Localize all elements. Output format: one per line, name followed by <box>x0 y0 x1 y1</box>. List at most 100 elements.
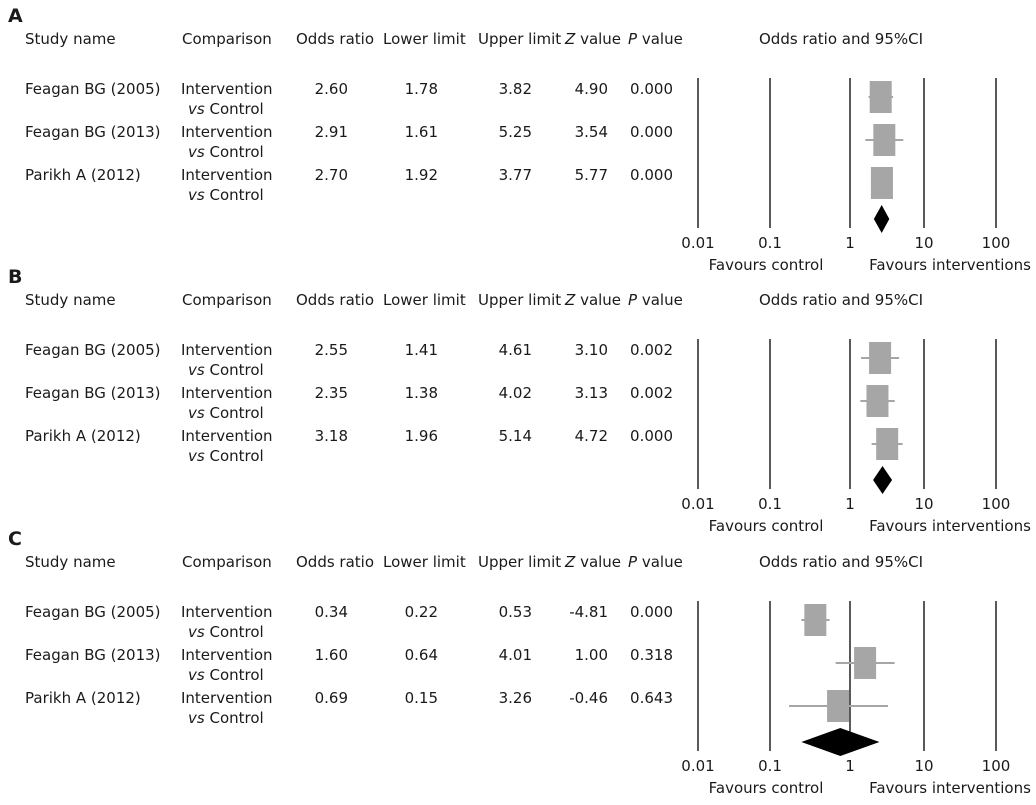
z-value: 3.10 <box>574 341 608 359</box>
forest-plot-svg: 0.01 0.1 1 10 100 Favours control Favours inte… <box>681 78 1031 274</box>
forest-panel-b: B Study name Comparison Odds ratio Lower lim… <box>0 266 1036 535</box>
favours-interventions-label: Favours interventions <box>869 256 1031 274</box>
pooled-diamond <box>801 728 880 756</box>
p-value: 0.002 <box>630 384 673 402</box>
upper-limit-value: 3.82 <box>498 80 532 98</box>
control-text: Control <box>209 447 264 465</box>
lower-limit-value: 1.92 <box>404 166 438 184</box>
x-tick-label: 10 <box>914 495 933 513</box>
comparison-line1: Intervention <box>181 384 273 402</box>
p-value-text: value <box>641 291 683 309</box>
comparison-line2: vs Control <box>188 100 264 118</box>
odds-ratio-value: 2.91 <box>314 123 348 141</box>
upper-limit-value: 4.61 <box>498 341 532 359</box>
study-name: Feagan BG (2013) <box>25 123 161 141</box>
effect-box <box>866 385 889 417</box>
odds-ratio-value: 1.60 <box>314 646 348 664</box>
control-text: Control <box>209 361 264 379</box>
study-name: Feagan BG (2005) <box>25 603 161 621</box>
p-value-header: P value <box>628 291 683 309</box>
lower-limit-value: 1.61 <box>404 123 438 141</box>
control-text: Control <box>209 709 264 727</box>
x-tick-label: 0.1 <box>758 495 782 513</box>
lower-limit-value: 0.64 <box>404 646 438 664</box>
favours-control-label: Favours control <box>709 517 824 535</box>
p-label: P <box>628 291 638 309</box>
x-tick-label: 1 <box>845 757 855 775</box>
control-text: Control <box>209 623 264 641</box>
odds-ratio-header: Odds ratio <box>296 553 375 571</box>
z-value: 4.72 <box>574 427 608 445</box>
comparison-line1: Intervention <box>181 80 273 98</box>
p-value: 0.000 <box>630 166 673 184</box>
comparison-line2: vs Control <box>188 361 264 379</box>
comparison-line2: vs Control <box>188 709 264 727</box>
x-tick-label: 0.1 <box>758 757 782 775</box>
x-tick-label: 0.01 <box>681 495 714 513</box>
z-label: Z <box>565 291 576 309</box>
effect-box <box>827 690 850 722</box>
comparison-line1: Intervention <box>181 427 273 445</box>
panel-label: B <box>8 266 23 288</box>
control-text: Control <box>209 404 264 422</box>
pooled-diamond <box>873 466 893 494</box>
study-header: Study name <box>25 553 116 571</box>
comparison-line1: Intervention <box>181 689 273 707</box>
z-label: Z <box>565 30 576 48</box>
control-text: Control <box>209 143 264 161</box>
control-text: Control <box>209 100 264 118</box>
p-value: 0.000 <box>630 427 673 445</box>
study-name: Feagan BG (2013) <box>25 646 161 664</box>
plot-header: Odds ratio and 95%CI <box>759 553 924 571</box>
p-label: P <box>628 30 638 48</box>
study-name: Feagan BG (2005) <box>25 80 161 98</box>
study-name: Parikh A (2012) <box>25 427 141 445</box>
z-value: 3.54 <box>574 123 608 141</box>
comparison-line1: Intervention <box>181 646 273 664</box>
lower-limit-value: 1.41 <box>404 341 438 359</box>
vs-text: vs <box>188 186 205 204</box>
upper-limit-header: Upper limit <box>478 291 562 309</box>
odds-ratio-value: 2.70 <box>314 166 348 184</box>
lower-limit-header: Lower limit <box>383 553 466 571</box>
plot-header: Odds ratio and 95%CI <box>759 291 924 309</box>
comparison-line2: vs Control <box>188 666 264 684</box>
favours-interventions-label: Favours interventions <box>869 517 1031 535</box>
study-name: Feagan BG (2013) <box>25 384 161 402</box>
control-text: Control <box>209 186 264 204</box>
comparison-header: Comparison <box>182 291 272 309</box>
upper-limit-value: 4.02 <box>498 384 532 402</box>
effect-box <box>870 167 893 199</box>
z-value-header: Z value <box>565 30 621 48</box>
upper-limit-value: 3.77 <box>498 166 532 184</box>
vs-text: vs <box>188 361 205 379</box>
forest-panel-a: A Study name Comparison Odds ratio Lower lim… <box>0 5 1036 274</box>
study-header: Study name <box>25 30 116 48</box>
odds-ratio-value: 2.60 <box>314 80 348 98</box>
lower-limit-value: 1.38 <box>404 384 438 402</box>
panel-label: A <box>8 5 23 27</box>
vs-text: vs <box>188 143 205 161</box>
x-tick-label: 0.1 <box>758 234 782 252</box>
upper-limit-header: Upper limit <box>478 553 562 571</box>
z-value-header: Z value <box>565 291 621 309</box>
odds-ratio-value: 3.18 <box>314 427 348 445</box>
odds-ratio-value: 0.69 <box>314 689 348 707</box>
favours-control-label: Favours control <box>709 256 824 274</box>
vs-text: vs <box>188 404 205 422</box>
effect-box <box>854 647 877 679</box>
effect-box <box>869 342 892 374</box>
z-value: 4.90 <box>574 80 608 98</box>
forest-plot-svg: 0.01 0.1 1 10 100 Favours control Favours inte… <box>681 339 1031 535</box>
p-value-header: P value <box>628 30 683 48</box>
p-value: 0.002 <box>630 341 673 359</box>
z-value: 1.00 <box>574 646 608 664</box>
vs-text: vs <box>188 100 205 118</box>
comparison-line1: Intervention <box>181 341 273 359</box>
odds-ratio-value: 0.34 <box>314 603 348 621</box>
comparison-line2: vs Control <box>188 143 264 161</box>
forest-panel-c: C Study name Comparison Odds ratio Lower lim… <box>0 528 1036 797</box>
p-label: P <box>628 553 638 571</box>
z-value-text: value <box>580 553 622 571</box>
p-value: 0.000 <box>630 80 673 98</box>
